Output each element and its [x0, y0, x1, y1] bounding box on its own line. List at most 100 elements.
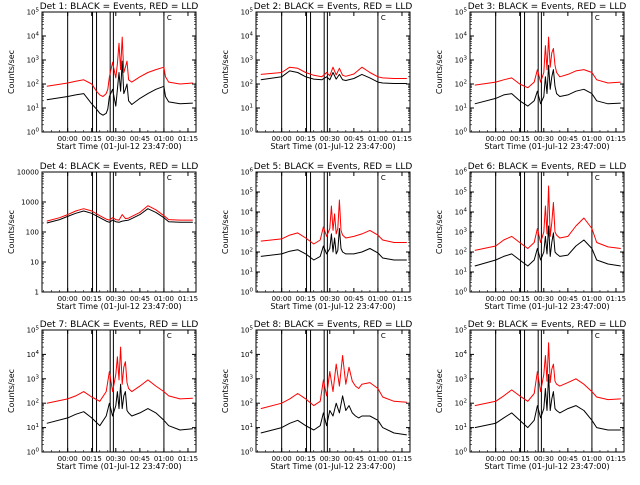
- x-tick-label: 00:30: [106, 135, 126, 143]
- y-tick-label: 101: [455, 104, 467, 113]
- y-tick-label: 104: [241, 32, 254, 41]
- x-axis-label: Start Time (01-Jul-12 23:47:00): [56, 302, 181, 311]
- y-tick-label: 101: [455, 423, 467, 432]
- x-tick-label: 01:00: [368, 135, 388, 143]
- lld-series: [46, 36, 193, 97]
- y-tick-label: 105: [241, 8, 254, 17]
- y-tick-label: 102: [455, 399, 467, 408]
- y-tick-label: 103: [241, 56, 254, 65]
- x-tick-label: 00:15: [82, 455, 102, 463]
- y-tick-label: 103: [455, 228, 468, 237]
- events-series: [46, 60, 193, 116]
- y-tick-exponent: 5: [36, 326, 40, 332]
- plot-frame: [41, 171, 197, 293]
- y-tick-label: 105: [241, 326, 254, 335]
- y-tick-label: 103: [455, 56, 468, 65]
- panel-title: Det 1: BLACK = Events, RED = LLD: [40, 2, 199, 12]
- x-tick-label: 01:15: [178, 455, 198, 463]
- y-tick-exponent: 1: [36, 423, 40, 429]
- y-tick-exponent: 6: [250, 168, 254, 174]
- detector-panel: Det 1: BLACK = Events, RED = LLD10010110…: [7, 2, 198, 151]
- x-tick-label: 00:45: [130, 295, 150, 303]
- y-axis-label: Counts/sec: [221, 369, 230, 413]
- marker-label: C: [167, 332, 172, 340]
- y-tick-exponent: 3: [250, 374, 254, 380]
- x-tick-label: 00:00: [272, 135, 292, 143]
- events-series: [474, 374, 621, 431]
- x-tick-label: 00:45: [558, 295, 578, 303]
- x-tick-label: 01:15: [392, 295, 412, 303]
- panel-title: Det 7: BLACK = Events, RED = LLD: [40, 320, 199, 330]
- x-tick-label: 01:00: [582, 295, 602, 303]
- y-tick-exponent: 3: [36, 374, 40, 380]
- x-tick-label: 00:45: [558, 455, 578, 463]
- y-tick-exponent: 2: [464, 80, 468, 86]
- plot-frame: [41, 329, 197, 453]
- y-tick-exponent: 1: [36, 104, 40, 110]
- y-tick-label: 100: [241, 288, 254, 297]
- x-tick-label: 01:15: [606, 295, 626, 303]
- x-axis-label: Start Time (01-Jul-12 23:47:00): [484, 462, 609, 471]
- plot-frame: [469, 329, 625, 453]
- y-tick-exponent: 2: [36, 80, 40, 86]
- x-tick-label: 00:15: [510, 455, 530, 463]
- y-tick-label: 100: [455, 448, 468, 457]
- events-series: [260, 70, 407, 84]
- panel-title: Det 6: BLACK = Events, RED = LLD: [468, 162, 627, 172]
- y-tick-exponent: 3: [464, 228, 468, 234]
- marker-label: C: [595, 174, 600, 182]
- y-tick-label: 102: [27, 80, 39, 89]
- y-tick-exponent: 3: [464, 374, 468, 380]
- plot-frame: [255, 329, 411, 453]
- y-tick-exponent: 1: [464, 268, 468, 274]
- y-tick-label: 100: [455, 288, 468, 297]
- plot-frame: [255, 11, 411, 133]
- y-axis-label: Counts/sec: [221, 210, 230, 254]
- y-tick-exponent: 5: [464, 326, 468, 332]
- y-tick-exponent: 5: [250, 326, 254, 332]
- x-tick-label: 00:30: [534, 295, 554, 303]
- y-tick-label: 105: [455, 8, 468, 17]
- marker-label: C: [595, 14, 600, 22]
- detector-panel: Det 7: BLACK = Events, RED = LLD10010110…: [7, 320, 198, 471]
- x-tick-label: 00:45: [344, 135, 364, 143]
- lld-series: [474, 36, 621, 89]
- y-tick-exponent: 0: [250, 128, 254, 134]
- y-tick-exponent: 4: [464, 350, 468, 356]
- y-tick-exponent: 4: [464, 208, 468, 214]
- y-tick-exponent: 0: [464, 128, 468, 134]
- detector-panel: Det 3: BLACK = Events, RED = LLD10010110…: [435, 2, 626, 151]
- y-tick-exponent: 2: [36, 399, 40, 405]
- x-tick-label: 00:00: [486, 455, 506, 463]
- y-tick-label: 100: [26, 229, 39, 237]
- events-series: [474, 225, 621, 267]
- y-tick-exponent: 3: [464, 56, 468, 62]
- lld-series: [474, 342, 621, 407]
- y-tick-exponent: 2: [250, 80, 254, 86]
- x-tick-label: 01:15: [392, 455, 412, 463]
- y-tick-label: 103: [241, 228, 254, 237]
- y-tick-label: 103: [241, 374, 254, 383]
- x-tick-label: 00:30: [106, 455, 126, 463]
- y-tick-label: 102: [241, 248, 253, 257]
- y-axis-label: Counts/sec: [7, 50, 16, 94]
- detector-panel: Det 5: BLACK = Events, RED = LLD10010110…: [221, 162, 412, 311]
- y-tick-label: 103: [455, 374, 468, 383]
- x-tick-label: 01:00: [154, 295, 174, 303]
- y-tick-label: 1000: [21, 199, 39, 207]
- x-axis-label: Start Time (01-Jul-12 23:47:00): [56, 142, 181, 151]
- y-tick-label: 104: [27, 350, 40, 359]
- marker-label: C: [381, 332, 386, 340]
- y-tick-exponent: 6: [464, 168, 468, 174]
- y-tick-exponent: 2: [464, 399, 468, 405]
- y-tick-label: 103: [27, 56, 40, 65]
- detector-panel: Det 8: BLACK = Events, RED = LLD10010110…: [221, 320, 412, 471]
- y-tick-exponent: 0: [464, 448, 468, 454]
- x-tick-label: 00:30: [320, 295, 340, 303]
- x-tick-label: 00:00: [58, 455, 78, 463]
- y-tick-exponent: 0: [250, 288, 254, 294]
- x-tick-label: 01:00: [154, 455, 174, 463]
- x-axis-label: Start Time (01-Jul-12 23:47:00): [270, 142, 395, 151]
- y-tick-exponent: 3: [36, 56, 40, 62]
